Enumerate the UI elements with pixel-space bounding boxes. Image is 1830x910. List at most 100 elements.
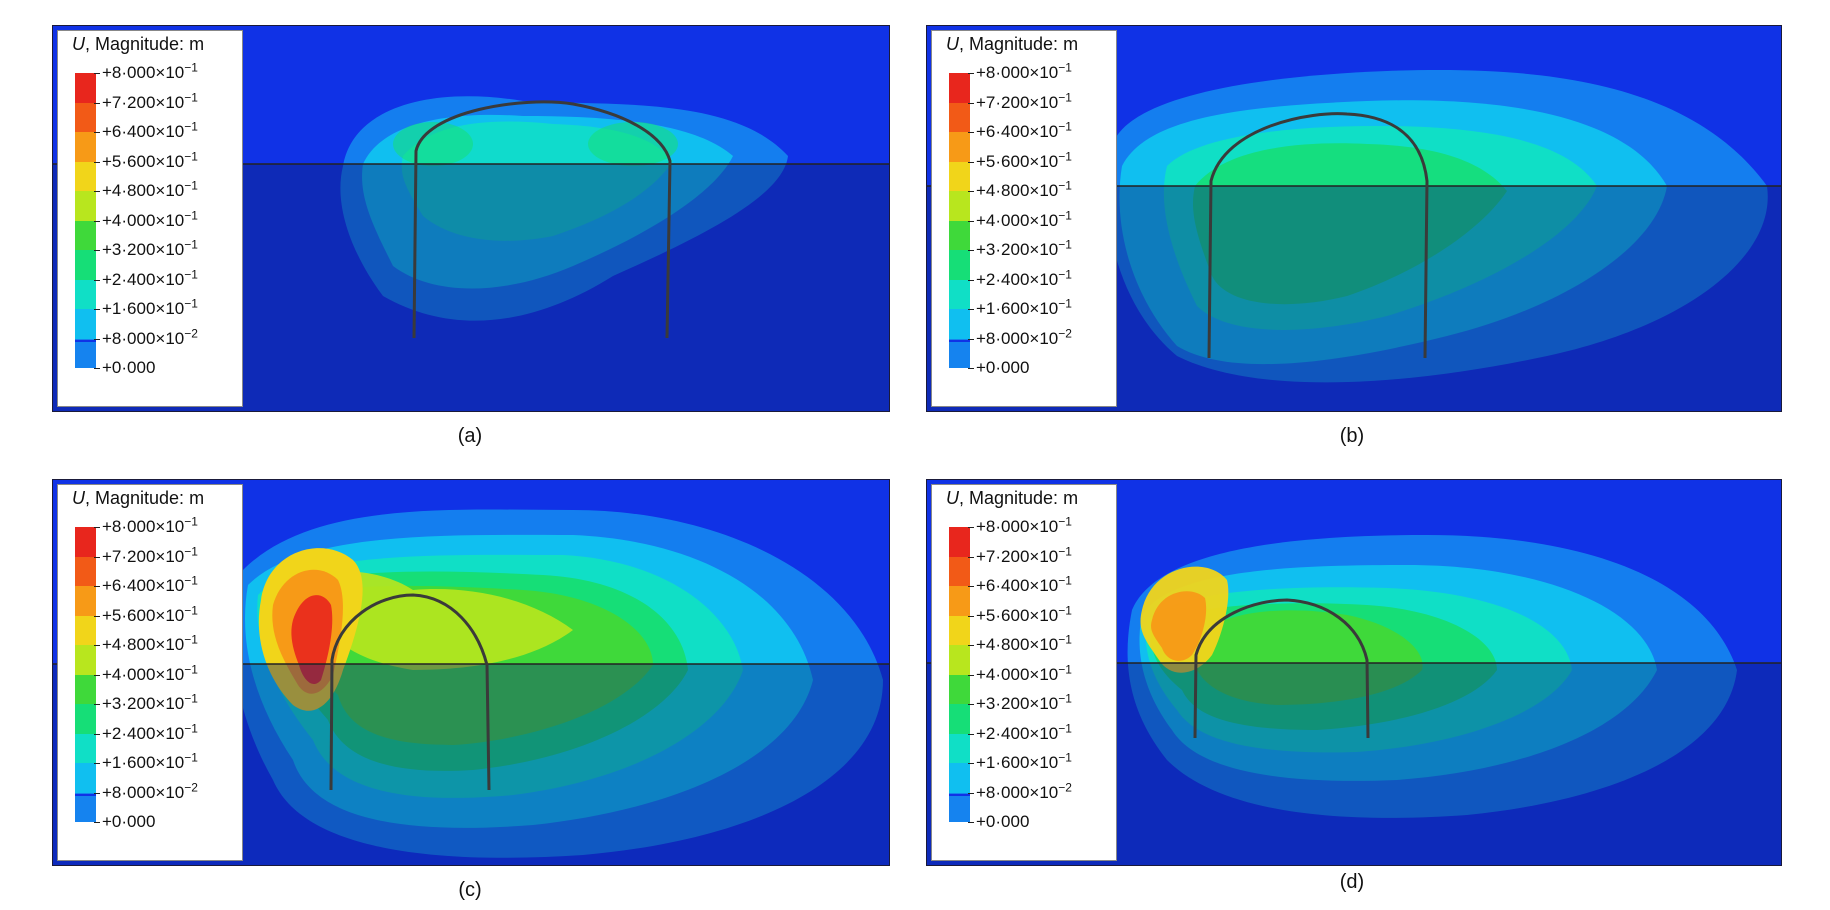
caption-a: (a) (457, 425, 483, 447)
legend-title: U, Magnitude: m (946, 34, 1079, 54)
legend-tick (94, 527, 100, 528)
legend-tick (968, 645, 974, 646)
legend-level-label: +8·000×10−2 (102, 779, 198, 802)
legend-tick (968, 763, 974, 764)
legend-tick (968, 220, 974, 222)
legend-level-label: +0·000 (976, 358, 1030, 377)
legend-tick (968, 527, 974, 528)
legend-color-band (75, 793, 96, 796)
legend-color-band (75, 733, 96, 763)
legend-color-band (75, 132, 96, 162)
contour-panel-c: U, Magnitude: m +8·000×10−1 +7·200×10−1 +6·… (52, 479, 890, 866)
legend-level-label: +6·400×10−1 (976, 119, 1072, 141)
legend-level-label: +7·200×10−1 (976, 89, 1072, 112)
legend-level-label: +7·200×10−1 (976, 543, 1072, 566)
legend-color-band (949, 645, 970, 675)
legend-tick (94, 161, 100, 163)
legend-level-label: +5·600×10−1 (976, 148, 1072, 171)
legend-level-label: +2·400×10−1 (102, 720, 198, 743)
legend-color-band (75, 763, 96, 793)
legend-color-band (75, 792, 96, 822)
legend-level-label: +8·000×10−2 (976, 325, 1072, 348)
legend-level-label: +1·600×10−1 (976, 296, 1072, 318)
legend-color-band (949, 338, 970, 368)
legend-color-band (949, 704, 970, 734)
legend-tick (94, 792, 100, 794)
legend-color-band (949, 309, 970, 339)
legend-tick (968, 191, 974, 192)
legend-tick (94, 73, 100, 74)
legend-level-label: +5·600×10−1 (102, 148, 198, 171)
legend-tick (968, 161, 974, 163)
legend-color-band (949, 102, 970, 132)
legend-tick (94, 615, 100, 617)
legend-level-label: +4·800×10−1 (102, 632, 198, 654)
legend-level-label: +4·000×10−1 (102, 207, 198, 230)
contour-panel-a: U, Magnitude: m +8·000×10−1 +7·200×10−1 +6·… (52, 25, 890, 412)
legend-color-band (949, 161, 970, 191)
legend-color-band (75, 279, 96, 309)
legend-tick (968, 73, 974, 74)
legend-tick (94, 102, 100, 104)
color-legend-d: U, Magnitude: m +8·000×10−1 +7·200×10−1 +6·… (931, 484, 1117, 861)
legend-tick (94, 674, 100, 676)
caption-c: (c) (458, 879, 482, 901)
legend-level-label: +5·600×10−1 (102, 602, 198, 625)
legend-color-band (75, 339, 96, 342)
legend-level-label: +0·000 (102, 812, 156, 831)
legend-tick (968, 586, 974, 587)
legend-color-band (949, 615, 970, 645)
legend-level-label: +8·000×10−2 (102, 325, 198, 348)
legend-tick (968, 279, 974, 281)
legend-color-band (75, 674, 96, 704)
legend-level-label: +8·000×10−1 (976, 514, 1072, 536)
legend-color-band (75, 73, 96, 103)
legend-level-label: +2·400×10−1 (976, 266, 1072, 289)
legend-tick (968, 250, 974, 251)
legend-color-band (949, 763, 970, 793)
legend-level-label: +3·200×10−1 (102, 237, 198, 259)
legend-tick (968, 822, 974, 823)
legend-level-label: +3·200×10−1 (976, 237, 1072, 259)
legend-level-label: +8·000×10−1 (102, 514, 198, 536)
legend-color-band (949, 674, 970, 704)
legend-level-label: +2·400×10−1 (976, 720, 1072, 743)
legend-color-band (75, 161, 96, 191)
legend-level-label: +8·000×10−2 (976, 779, 1072, 802)
color-legend-a: U, Magnitude: m +8·000×10−1 +7·200×10−1 +6·… (57, 30, 243, 407)
legend-title: U, Magnitude: m (946, 488, 1079, 508)
legend-tick (94, 704, 100, 705)
legend-level-label: +4·000×10−1 (976, 207, 1072, 230)
legend-color-band (75, 250, 96, 280)
legend-level-label: +7·200×10−1 (102, 89, 198, 112)
legend-tick (968, 368, 974, 369)
legend-level-label: +0·000 (976, 812, 1030, 831)
legend-color-band (949, 191, 970, 221)
legend-level-label: +1·600×10−1 (976, 750, 1072, 772)
legend-color-band (75, 645, 96, 675)
legend-color-band (949, 527, 970, 557)
legend-level-label: +8·000×10−1 (976, 60, 1072, 82)
legend-tick (94, 220, 100, 222)
legend-level-label: +1·600×10−1 (102, 296, 198, 318)
legend-tick (94, 250, 100, 251)
legend-tick (94, 556, 100, 558)
legend-level-label: +4·800×10−1 (976, 178, 1072, 200)
legend-level-label: +7·200×10−1 (102, 543, 198, 566)
legend-color-band (75, 309, 96, 339)
legend-tick (968, 132, 974, 133)
legend-tick (968, 556, 974, 558)
legend-title: U, Magnitude: m (72, 34, 205, 54)
legend-level-label: +6·400×10−1 (102, 573, 198, 595)
legend-color-band (75, 704, 96, 734)
legend-color-band (75, 338, 96, 368)
legend-tick (94, 645, 100, 646)
contour-panel-d: U, Magnitude: m +8·000×10−1 +7·200×10−1 +6·… (926, 479, 1782, 866)
legend-level-label: +3·200×10−1 (976, 691, 1072, 713)
legend-tick (968, 309, 974, 310)
legend-color-band (949, 792, 970, 822)
legend-tick (94, 279, 100, 281)
legend-color-band (75, 527, 96, 557)
legend-color-band (949, 586, 970, 616)
legend-color-band (75, 220, 96, 250)
